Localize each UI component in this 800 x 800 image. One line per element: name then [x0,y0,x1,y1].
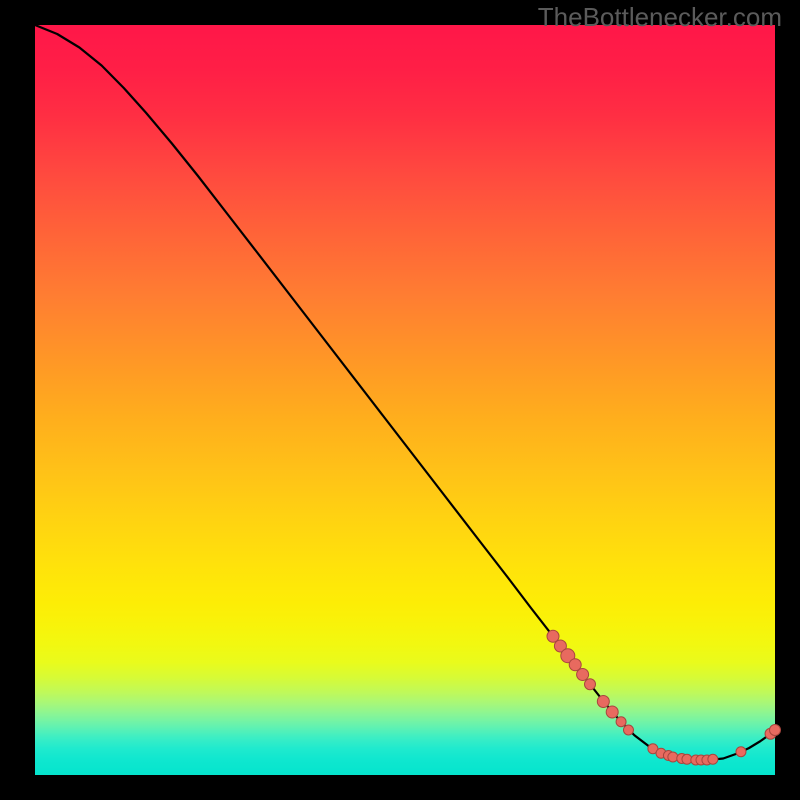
data-marker [616,717,626,727]
data-marker [736,747,746,757]
data-marker [606,706,618,718]
data-marker [597,696,609,708]
data-marker [623,725,633,735]
data-marker [708,754,718,764]
chart-root: TheBottlenecker.com [0,0,800,800]
data-marker [585,679,596,690]
data-marker [770,725,781,736]
trend-curve [35,25,775,760]
data-marker [577,669,589,681]
data-marker [668,752,678,762]
curve-overlay [0,0,800,800]
watermark-label: TheBottlenecker.com [538,2,782,33]
